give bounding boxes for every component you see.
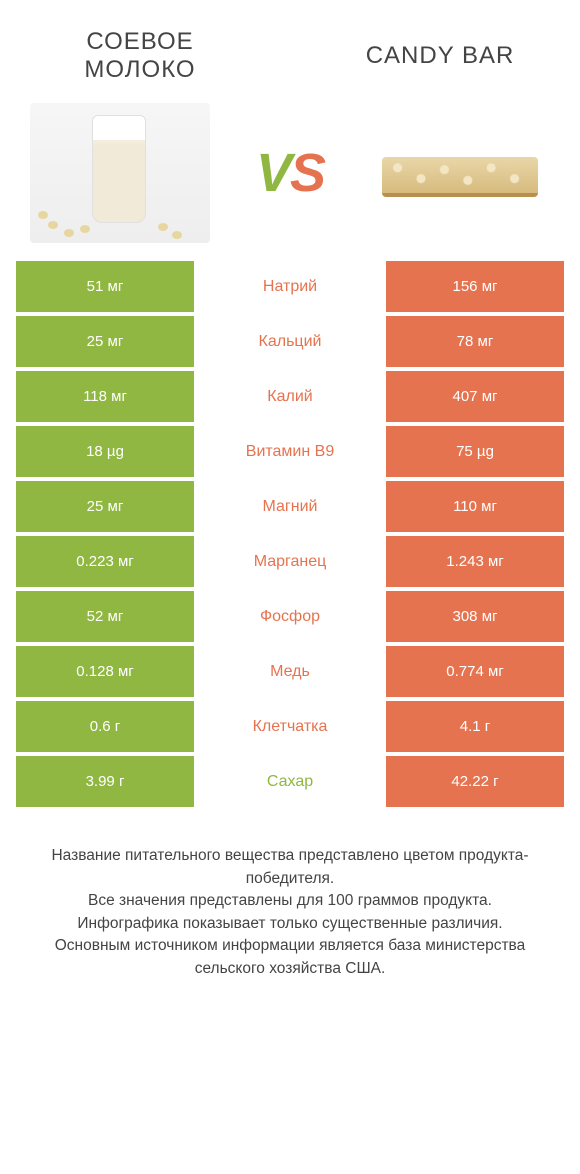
value-left: 52 мг: [16, 591, 194, 642]
footer-notes: Название питательного вещества представл…: [0, 811, 580, 980]
value-left: 3.99 г: [16, 756, 194, 807]
footer-line-4: Основным источником информации является …: [24, 935, 556, 980]
table-row: 18 µgВитамин B975 µg: [16, 426, 564, 477]
product-right-title-wrap: CANDY BAR: [340, 42, 540, 70]
footer-line-2: Все значения представлены для 100 граммо…: [24, 890, 556, 912]
value-right: 75 µg: [386, 426, 564, 477]
table-row: 51 мгНатрий156 мг: [16, 261, 564, 312]
product-right-title: CANDY BAR: [340, 42, 540, 70]
vs-badge: VS: [256, 142, 324, 204]
header: СОЕВОЕ МОЛОКО CANDY BAR: [0, 0, 580, 93]
footer-line-1: Название питательного вещества представл…: [24, 845, 556, 890]
nutrient-name: Витамин B9: [194, 426, 386, 477]
value-right: 4.1 г: [386, 701, 564, 752]
value-right: 78 мг: [386, 316, 564, 367]
nutrient-name: Фосфор: [194, 591, 386, 642]
images-row: VS: [0, 93, 580, 261]
comparison-table: 51 мгНатрий156 мг25 мгКальций78 мг118 мг…: [0, 261, 580, 807]
value-left: 25 мг: [16, 316, 194, 367]
value-right: 1.243 мг: [386, 536, 564, 587]
footer-line-3: Инфографика показывает только существенн…: [24, 913, 556, 935]
nutrient-name: Клетчатка: [194, 701, 386, 752]
value-right: 0.774 мг: [386, 646, 564, 697]
nutrient-name: Калий: [194, 371, 386, 422]
product-left-title: СОЕВОЕ МОЛОКО: [40, 28, 240, 83]
value-left: 0.128 мг: [16, 646, 194, 697]
value-right: 156 мг: [386, 261, 564, 312]
table-row: 3.99 гСахар42.22 г: [16, 756, 564, 807]
value-right: 407 мг: [386, 371, 564, 422]
nutrient-name: Натрий: [194, 261, 386, 312]
table-row: 52 мгФосфор308 мг: [16, 591, 564, 642]
value-left: 0.223 мг: [16, 536, 194, 587]
table-row: 118 мгКалий407 мг: [16, 371, 564, 422]
nutrient-name: Сахар: [194, 756, 386, 807]
nutrient-name: Марганец: [194, 536, 386, 587]
value-left: 25 мг: [16, 481, 194, 532]
vs-v-letter: V: [256, 143, 290, 203]
value-left: 51 мг: [16, 261, 194, 312]
table-row: 0.223 мгМарганец1.243 мг: [16, 536, 564, 587]
vs-s-letter: S: [290, 143, 324, 203]
nutrient-name: Кальций: [194, 316, 386, 367]
value-right: 42.22 г: [386, 756, 564, 807]
candy-bar-image: [370, 103, 550, 243]
soy-milk-image: [30, 103, 210, 243]
value-left: 18 µg: [16, 426, 194, 477]
table-row: 0.128 мгМедь0.774 мг: [16, 646, 564, 697]
table-row: 0.6 гКлетчатка4.1 г: [16, 701, 564, 752]
value-left: 0.6 г: [16, 701, 194, 752]
table-row: 25 мгКальций78 мг: [16, 316, 564, 367]
nutrient-name: Магний: [194, 481, 386, 532]
product-left-title-wrap: СОЕВОЕ МОЛОКО: [40, 28, 240, 83]
nutrient-name: Медь: [194, 646, 386, 697]
value-right: 110 мг: [386, 481, 564, 532]
value-right: 308 мг: [386, 591, 564, 642]
value-left: 118 мг: [16, 371, 194, 422]
table-row: 25 мгМагний110 мг: [16, 481, 564, 532]
